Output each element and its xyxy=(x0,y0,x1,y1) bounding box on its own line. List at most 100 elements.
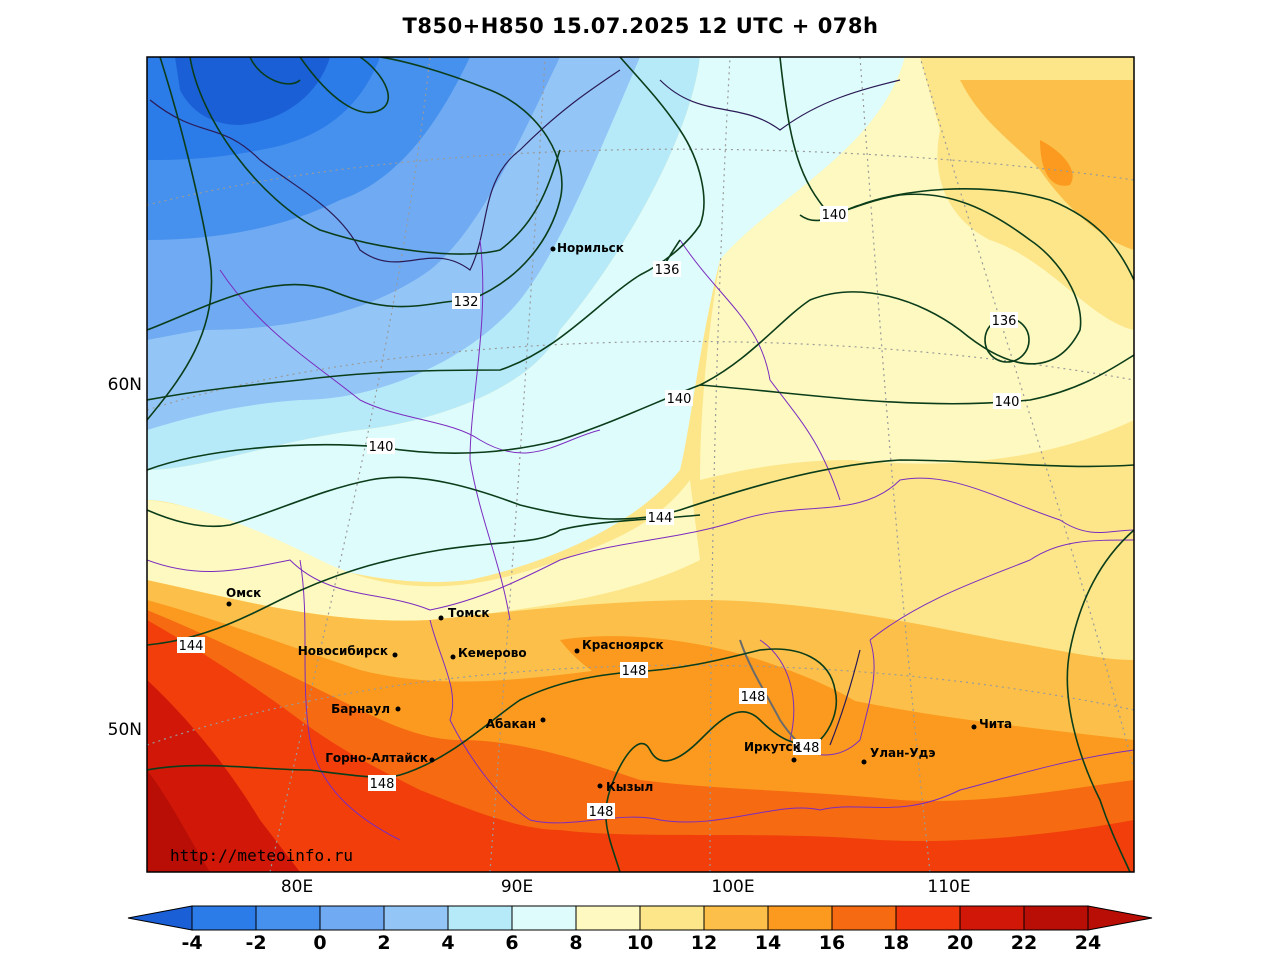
city-irkutsk: Иркутск xyxy=(744,740,801,763)
colorbar-min-arrow xyxy=(127,905,193,931)
colorbar-tick-label: 8 xyxy=(569,932,582,954)
colorbar-tick-label: 18 xyxy=(883,932,909,954)
svg-text:148: 148 xyxy=(589,805,614,820)
colorbar-tick-label: 4 xyxy=(441,932,454,954)
isohypse-label: 140 xyxy=(367,438,395,455)
svg-text:132: 132 xyxy=(454,295,479,310)
city-krasnoyarsk: Красноярск xyxy=(574,638,664,654)
colorbar-cell xyxy=(1023,905,1089,931)
isohypse-label: 144 xyxy=(177,637,205,654)
map-title: T850+H850 15.07.2025 12 UTC + 078h xyxy=(402,14,879,38)
svg-text:140: 140 xyxy=(995,395,1020,410)
svg-text:144: 144 xyxy=(179,639,204,654)
lat-label-50n: 50N xyxy=(108,720,142,740)
isohypse-label: 140 xyxy=(665,390,693,407)
svg-text:Красноярск: Красноярск xyxy=(582,638,664,652)
lon-label-100e: 100E xyxy=(711,877,754,897)
colorbar-tick-label: 2 xyxy=(377,932,390,954)
isohypse-label: 136 xyxy=(990,312,1018,329)
colorbar-cell xyxy=(447,905,513,931)
colorbar-tick-label: 6 xyxy=(505,932,518,954)
svg-text:Кемерово: Кемерово xyxy=(458,646,527,660)
svg-text:140: 140 xyxy=(822,208,847,223)
colorbar-cell xyxy=(511,905,577,931)
svg-text:Омск: Омск xyxy=(226,586,261,600)
svg-text:136: 136 xyxy=(655,263,680,278)
lon-label-110e: 110E xyxy=(927,877,970,897)
svg-text:140: 140 xyxy=(667,392,692,407)
colorbar-tick-label: 10 xyxy=(627,932,653,954)
isohypse-label: 140 xyxy=(820,206,848,223)
isohypse-label: 148 xyxy=(620,662,648,679)
map-frame xyxy=(146,56,1135,873)
city-ulan-ude: Улан-Удэ xyxy=(861,746,935,765)
isohypse-label: 132 xyxy=(452,293,480,310)
colorbar-cell xyxy=(767,905,833,931)
colorbar-tick-label: 16 xyxy=(819,932,845,954)
colorbar: -4 -2 0 2 4 6 8 10 12 14 16 18 20 22 24 xyxy=(127,905,1153,954)
temperature-field xyxy=(147,57,1134,872)
svg-text:Норильск: Норильск xyxy=(557,241,624,255)
lon-label-80e: 80E xyxy=(281,877,313,897)
svg-text:Горно-Алтайск: Горно-Алтайск xyxy=(325,751,428,765)
svg-text:Томск: Томск xyxy=(448,606,490,620)
svg-text:Новосибирск: Новосибирск xyxy=(298,644,388,658)
colorbar-max-arrow xyxy=(1087,905,1153,931)
cities: Норильск Омск Томск Новосибирск Кемерово… xyxy=(226,241,1012,794)
colorbar-cell xyxy=(383,905,449,931)
colorbar-tick-label: -4 xyxy=(181,932,202,954)
watermark: http://meteoinfo.ru xyxy=(170,846,353,865)
isohypse-labels: 132 136 136 140 140 140 140 144 144 148 … xyxy=(177,206,1021,820)
colorbar-cell xyxy=(703,905,769,931)
colorbar-tick-label: 20 xyxy=(947,932,973,954)
isohypse-label: 148 xyxy=(739,688,767,705)
svg-text:Барнаул: Барнаул xyxy=(331,702,390,716)
lon-label-90e: 90E xyxy=(501,877,533,897)
lat-label-60n: 60N xyxy=(108,375,142,395)
city-novosibirsk: Новосибирск xyxy=(298,644,398,658)
svg-text:Кызыл: Кызыл xyxy=(606,780,653,794)
svg-text:136: 136 xyxy=(992,314,1017,329)
svg-text:140: 140 xyxy=(369,440,394,455)
city-abakan: Абакан xyxy=(486,717,546,731)
isohypse-label: 136 xyxy=(653,261,681,278)
svg-text:Улан-Удэ: Улан-Удэ xyxy=(870,746,935,760)
svg-text:144: 144 xyxy=(648,511,673,526)
isohypse-label: 148 xyxy=(587,803,615,820)
svg-text:148: 148 xyxy=(795,741,820,756)
colorbar-tick-label: 14 xyxy=(755,932,781,954)
colorbar-tick-label: 22 xyxy=(1011,932,1037,954)
isohypse-label: 140 xyxy=(993,393,1021,410)
colorbar-cell xyxy=(191,905,257,931)
city-omsk: Омск xyxy=(226,586,261,607)
colorbar-cell xyxy=(575,905,641,931)
colorbar-tick-label: 12 xyxy=(691,932,717,954)
borders xyxy=(147,69,1134,841)
svg-text:Абакан: Абакан xyxy=(486,717,536,731)
city-kemerovo: Кемерово xyxy=(450,646,527,660)
city-norilsk: Норильск xyxy=(550,241,624,255)
city-kyzyl: Кызыл xyxy=(597,780,653,794)
city-barnaul: Барнаул xyxy=(331,702,401,716)
svg-text:148: 148 xyxy=(741,690,766,705)
colorbar-cell xyxy=(895,905,961,931)
city-tomsk: Томск xyxy=(438,606,490,621)
svg-text:Чита: Чита xyxy=(979,717,1012,731)
city-gorno-altaysk: Горно-Алтайск xyxy=(325,751,435,765)
colorbar-cell xyxy=(255,905,321,931)
colorbar-cell xyxy=(831,905,897,931)
svg-text:148: 148 xyxy=(622,664,647,679)
svg-text:148: 148 xyxy=(370,777,395,792)
colorbar-cell xyxy=(319,905,385,931)
svg-text:Иркутск: Иркутск xyxy=(744,740,801,754)
colorbar-cell xyxy=(959,905,1025,931)
isohypse-label: 148 xyxy=(368,775,396,792)
colorbar-tick-label: 24 xyxy=(1075,932,1101,954)
colorbar-cell xyxy=(639,905,705,931)
graticule xyxy=(147,57,1134,872)
colorbar-tick-label: 0 xyxy=(313,932,326,954)
isohypse-label: 144 xyxy=(646,509,674,526)
isohypse-label: 148 xyxy=(793,739,821,756)
city-chita: Чита xyxy=(971,717,1012,731)
